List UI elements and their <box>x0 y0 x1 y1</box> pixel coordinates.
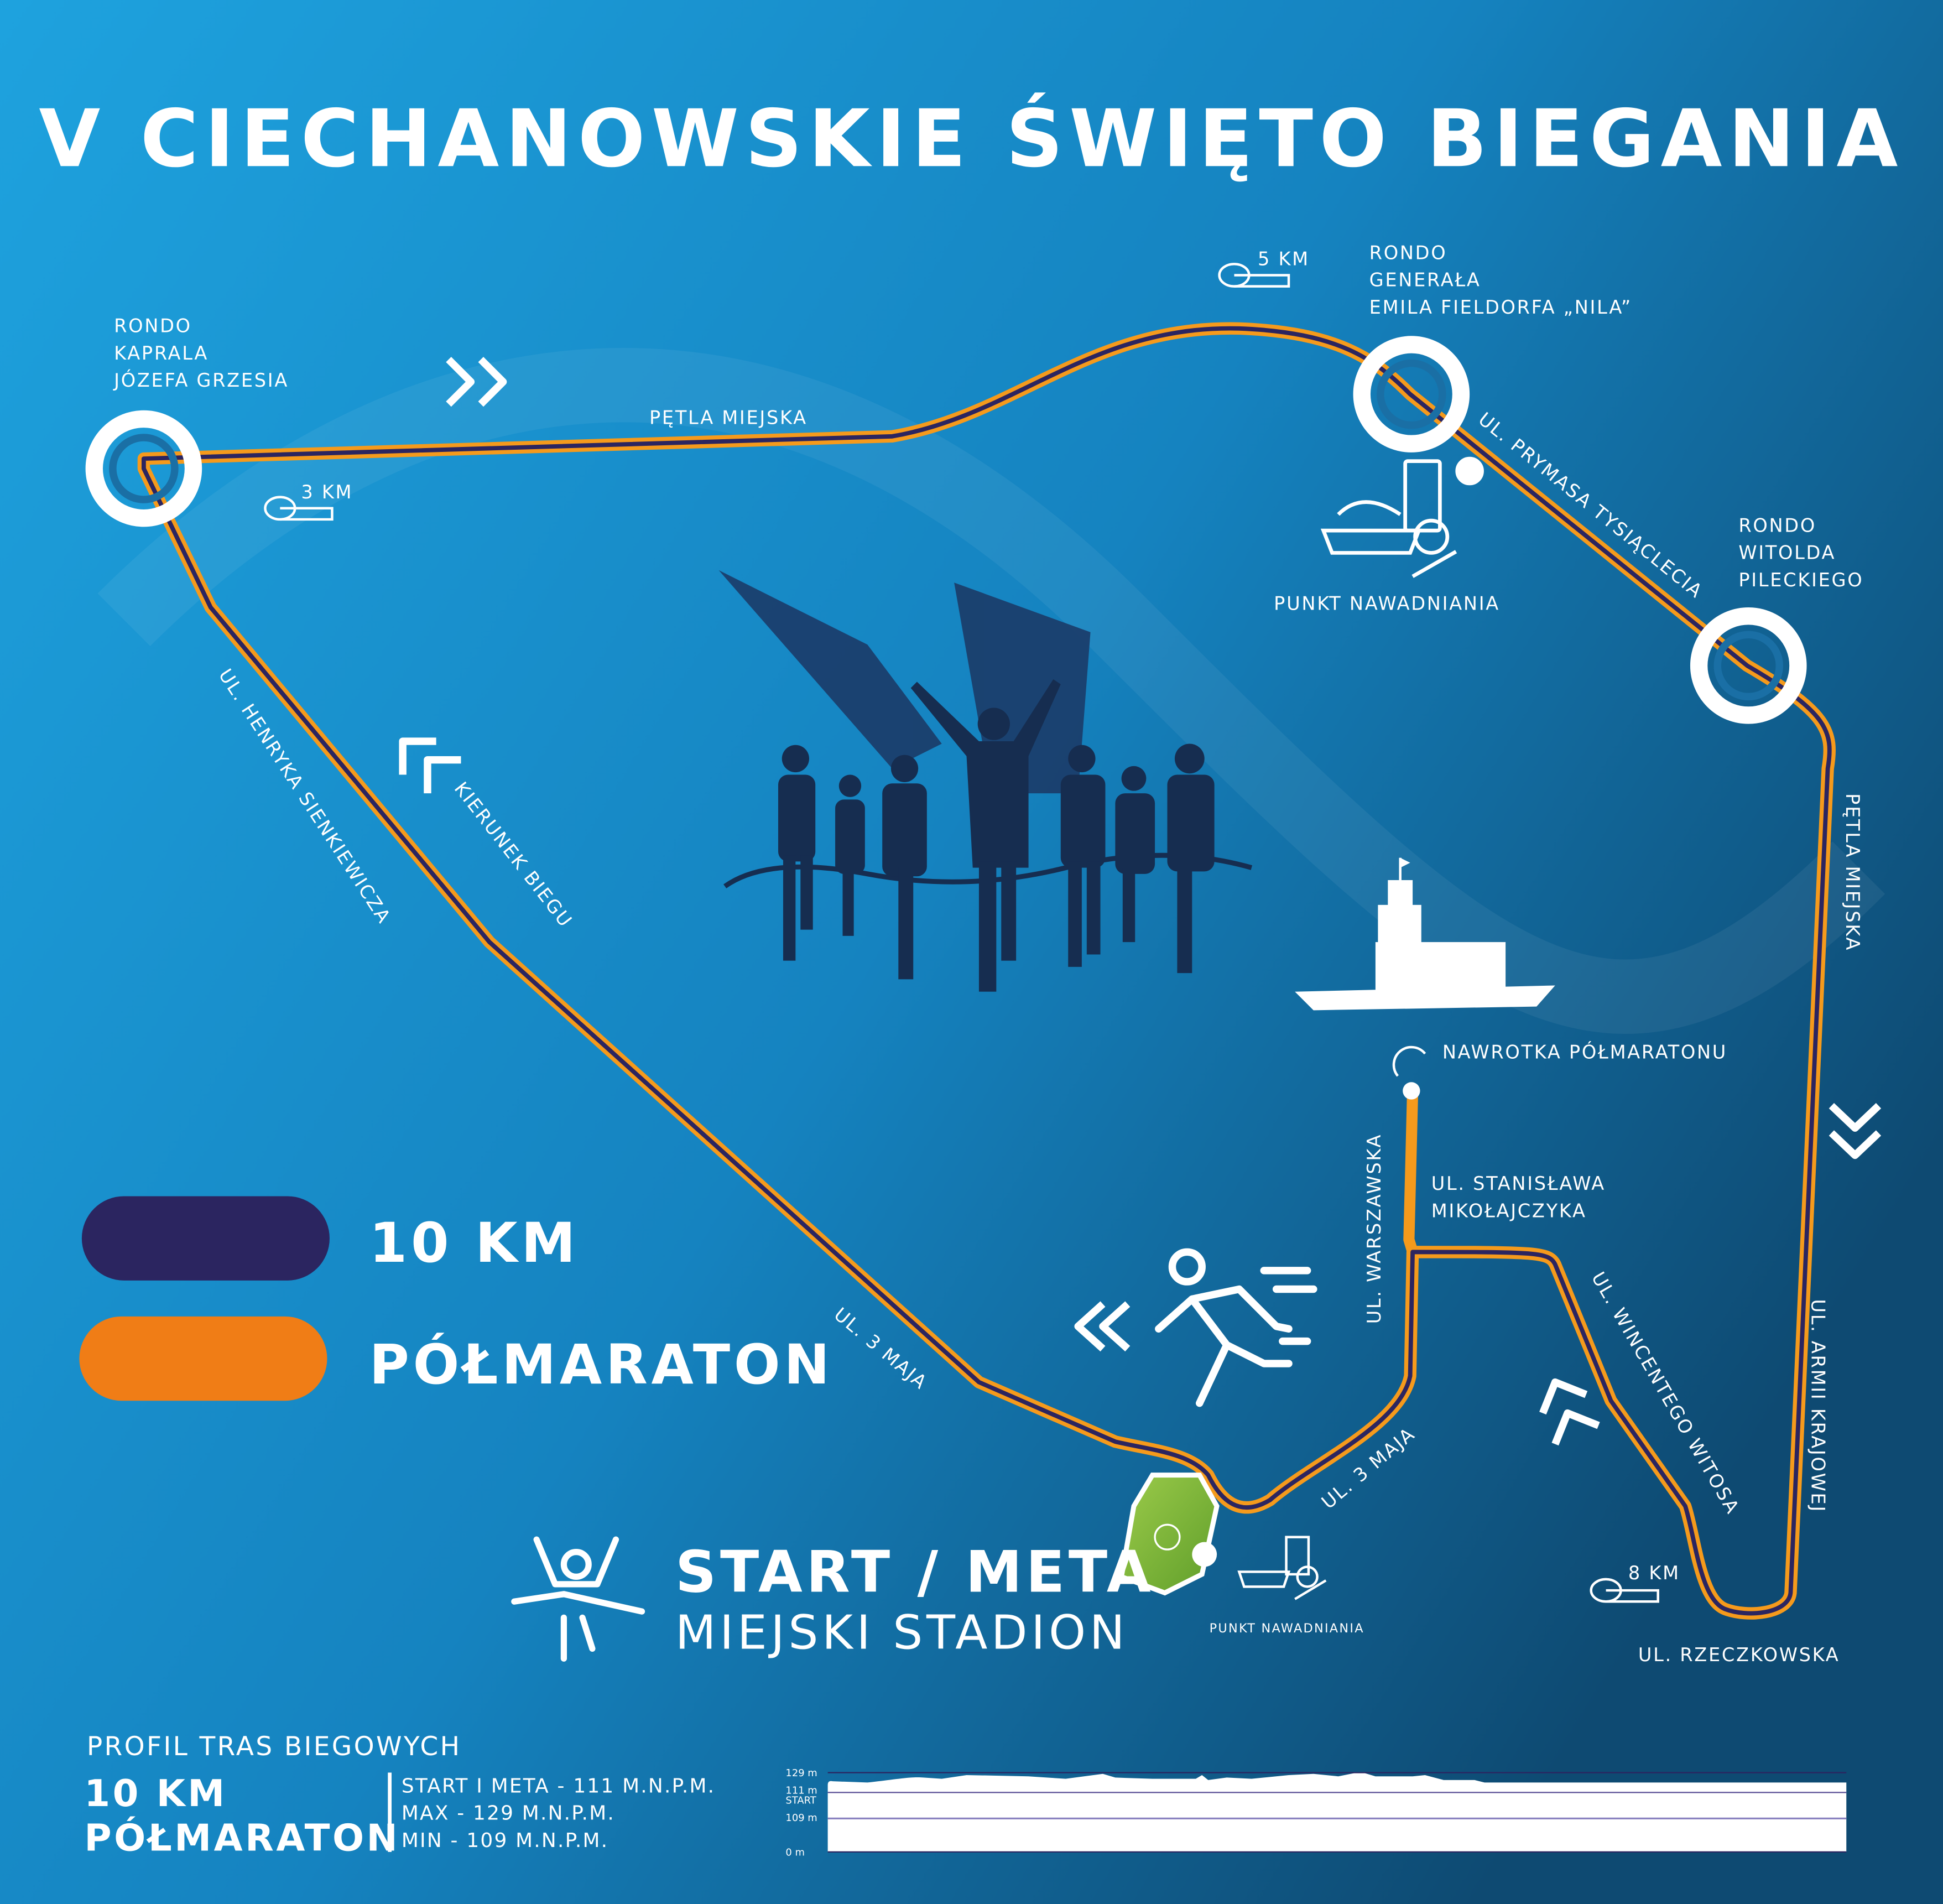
profile-stat: MIN - 109 M.N.P.M. <box>402 1829 608 1852</box>
food-drink-icon <box>1320 456 1484 578</box>
legend-label-half: PÓŁMARATON <box>369 1333 834 1397</box>
km-marker-5: 5 KM <box>1258 248 1310 270</box>
page-title: V CIECHANOWSKIE ŚWIĘTO BIEGANIA <box>39 92 1904 185</box>
legend-swatch-half <box>79 1316 327 1401</box>
axis-label: 0 m <box>785 1847 805 1859</box>
axis-label: 129 m <box>785 1767 817 1779</box>
start-title: START / META <box>675 1539 1154 1605</box>
roundabout-label-nila: RONDO GENERAŁA EMILA FIELDORFA „NILA” <box>1369 242 1632 318</box>
legend: 10 KM PÓŁMARATON <box>79 1196 834 1401</box>
roundabout-label-pileckiego: RONDO WITOLDA PILECKIEGO <box>1738 514 1863 591</box>
street-label: PĘTLA MIEJSKA <box>1842 793 1863 951</box>
u-turn-icon <box>1392 1045 1426 1077</box>
background-swirl <box>97 348 1885 1034</box>
runners-silhouette <box>718 570 1253 992</box>
divider <box>388 1772 392 1852</box>
legend-swatch-10km <box>81 1196 330 1281</box>
food-drink-icon <box>1237 1536 1327 1600</box>
label-line: WITOLDA <box>1738 542 1836 564</box>
turnaround-point <box>1403 1082 1420 1100</box>
stadium-icon <box>1118 1473 1220 1596</box>
chevron-direction-icon <box>399 357 1882 1446</box>
finish-line-icon <box>511 1536 645 1662</box>
axis-label: START <box>785 1794 816 1806</box>
route-half-spur <box>1403 1085 1419 1258</box>
street-label: UL. RZECZKOWSKA <box>1638 1644 1840 1666</box>
roundabout-icon <box>1353 336 1470 452</box>
street-label: UL. STANISŁAWA <box>1431 1173 1606 1194</box>
street-label: UL. ARMII KRAJOWEJ <box>1807 1299 1829 1513</box>
street-label: PĘTLA MIEJSKA <box>649 407 808 428</box>
elevation-profile: PROFIL TRAS BIEGOWYCH 10 KM PÓŁMARATON S… <box>84 1731 1847 1860</box>
castle-icon <box>1295 857 1555 1011</box>
profile-area <box>827 1772 1847 1852</box>
route <box>137 322 1836 1620</box>
label-line: EMILA FIELDORFA „NILA” <box>1369 296 1632 318</box>
axis-label: 109 m <box>785 1812 817 1824</box>
label-line: RONDO <box>1369 242 1447 263</box>
label-line: RONDO <box>114 315 192 337</box>
legend-label-10km: 10 KM <box>369 1211 580 1275</box>
km-marker-3: 3 KM <box>301 481 353 503</box>
roundabout-label-grzesia: RONDO KAPRALA JÓZEFA GRZESIA <box>113 315 289 392</box>
km-marker-8: 8 KM <box>1628 1562 1680 1584</box>
label-line: RONDO <box>1738 514 1816 536</box>
profile-stat: START I META - 111 M.N.P.M. <box>402 1775 715 1797</box>
profile-stat: MAX - 129 M.N.P.M. <box>402 1802 615 1825</box>
start-subtitle: MIEJSKI STADION <box>675 1605 1128 1660</box>
label-line: JÓZEFA GRZESIA <box>113 369 289 391</box>
water-point-label: PUNKT NAWADNIANIA <box>1210 1621 1364 1636</box>
street-label: MIKOŁAJCZYKA <box>1431 1200 1587 1222</box>
label-line: GENERAŁA <box>1369 269 1481 291</box>
profile-race-10km: 10 KM <box>84 1772 227 1815</box>
route-10km-loop <box>141 326 1832 1616</box>
profile-race-half: PÓŁMARATON <box>84 1816 400 1860</box>
runner-icon <box>1155 1248 1317 1407</box>
label-line: KAPRALA <box>114 342 209 364</box>
roundabout-icon <box>1690 607 1807 724</box>
profile-heading: PROFIL TRAS BIEGOWYCH <box>87 1731 462 1762</box>
turnaround-label: NAWROTKA PÓŁMARATONU <box>1442 1041 1727 1063</box>
axis-label: 111 m <box>785 1785 817 1797</box>
street-label: UL. WARSZAWSKA <box>1363 1133 1385 1324</box>
label-line: PILECKIEGO <box>1738 569 1863 591</box>
water-point-label: PUNKT NAWADNIANIA <box>1274 593 1500 615</box>
roundabout-icon <box>85 410 202 527</box>
tape-measure-icon <box>264 263 1659 1603</box>
